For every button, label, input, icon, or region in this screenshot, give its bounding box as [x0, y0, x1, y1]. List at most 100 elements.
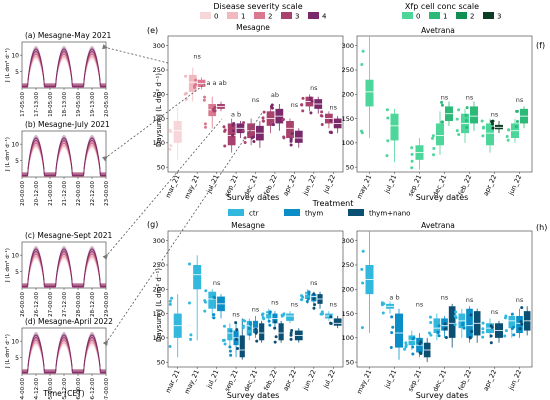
- data-point: [189, 333, 193, 337]
- panel-h-xlabel: Survey dates: [416, 391, 469, 400]
- data-point: [241, 129, 245, 133]
- data-point: [301, 109, 305, 113]
- data-point: [222, 338, 226, 342]
- box: [227, 328, 233, 341]
- data-point: [301, 96, 305, 100]
- x-tick-label: jun_22: [507, 368, 524, 392]
- data-point: [254, 327, 258, 331]
- x-tick-label: jul_21: [205, 173, 221, 195]
- panel-f-title: Avetrana: [421, 26, 455, 35]
- panel-h-title: Avetrana: [421, 221, 455, 230]
- y-tick-label: 250: [342, 66, 354, 74]
- data-point: [271, 123, 275, 127]
- severity-legend-swatch: [227, 12, 238, 19]
- x-tick-label: 19-05:00: [76, 92, 82, 117]
- data-point: [212, 313, 216, 317]
- x-tick-label: sep_21: [223, 368, 240, 392]
- data-point: [428, 331, 432, 335]
- y-tick-label: 50: [346, 163, 354, 171]
- data-point: [203, 125, 207, 129]
- series-line: [22, 248, 106, 287]
- data-point: [290, 328, 294, 332]
- x-tick-label: jul_22: [321, 173, 337, 195]
- series-band: [22, 53, 106, 88]
- panel-d-title: (d) Mesagne-April 2022: [25, 317, 113, 326]
- y-tick-label: 50: [157, 358, 165, 366]
- data-point: [231, 133, 235, 137]
- severity-legend-swatch: [254, 12, 265, 19]
- data-point: [411, 345, 415, 349]
- data-point: [381, 311, 385, 315]
- data-point: [252, 140, 256, 144]
- data-point: [320, 114, 324, 118]
- series-line: [22, 334, 106, 373]
- significance-label: ns: [466, 296, 474, 304]
- box: [433, 318, 441, 333]
- data-point: [418, 351, 422, 355]
- box: [259, 323, 265, 341]
- series-line: [22, 251, 106, 287]
- severity-legend-title: Disease severity scale: [213, 2, 302, 11]
- data-point: [281, 118, 285, 122]
- data-point: [168, 299, 172, 303]
- data-point: [440, 120, 444, 124]
- data-point: [520, 322, 524, 326]
- severity-legend-swatch: [281, 12, 292, 19]
- data-point: [432, 147, 436, 151]
- connector-line: [107, 47, 169, 64]
- data-point: [307, 292, 311, 296]
- data-point: [274, 335, 278, 339]
- y-axis-label: J (L dm² d⁻¹): [4, 334, 11, 369]
- series-band: [22, 142, 106, 177]
- data-point: [222, 324, 226, 328]
- y-tick-label: 150: [342, 115, 354, 123]
- series-line: [22, 342, 106, 373]
- data-point: [261, 116, 265, 120]
- data-point: [429, 333, 433, 337]
- data-point: [289, 137, 293, 141]
- data-point: [481, 134, 485, 138]
- series-line: [22, 51, 106, 87]
- treatment-legend-swatch: [284, 209, 300, 216]
- panel-e-ylabel: Daysum J (L dm² d⁻¹): [155, 73, 163, 147]
- data-point: [360, 131, 364, 135]
- significance-label: ns: [330, 103, 338, 111]
- data-point: [187, 301, 191, 305]
- y-tick-label: 10: [11, 252, 19, 259]
- data-point: [481, 330, 485, 334]
- box: [305, 291, 311, 299]
- y-tick-label: 50: [346, 358, 354, 366]
- x-tick-label: 28-00:00: [76, 292, 82, 317]
- data-point: [403, 347, 407, 351]
- significance-label: ns: [310, 84, 318, 92]
- data-point: [289, 333, 293, 337]
- panel-f-xlabel: Survey dates: [416, 193, 469, 202]
- treatment-legend-label: thym+nano: [369, 210, 410, 218]
- data-point: [430, 136, 434, 140]
- series-line: [22, 253, 106, 287]
- data-point: [491, 119, 495, 123]
- panel-e-xlabel: Survey dates: [227, 193, 280, 202]
- x-tick-label: 20-00:00: [20, 181, 26, 206]
- data-point: [360, 267, 364, 271]
- data-point: [290, 131, 294, 135]
- data-point: [254, 331, 258, 335]
- data-point: [453, 323, 457, 327]
- data-point: [300, 298, 304, 302]
- data-point: [481, 327, 485, 331]
- data-point: [231, 129, 235, 133]
- data-point: [410, 159, 414, 163]
- data-point: [169, 144, 173, 148]
- data-point: [273, 320, 277, 324]
- y-tick-label: 250: [153, 261, 165, 269]
- box: [294, 130, 303, 143]
- data-point: [491, 126, 495, 130]
- data-point: [242, 121, 246, 125]
- data-point: [389, 346, 393, 350]
- data-point: [470, 329, 474, 333]
- x-tick-label: 07-00:00: [104, 378, 110, 400]
- significance-label: ns: [516, 96, 524, 104]
- x-tick-label: 04-00:00: [20, 378, 26, 400]
- data-point: [223, 129, 227, 133]
- data-point: [236, 347, 240, 351]
